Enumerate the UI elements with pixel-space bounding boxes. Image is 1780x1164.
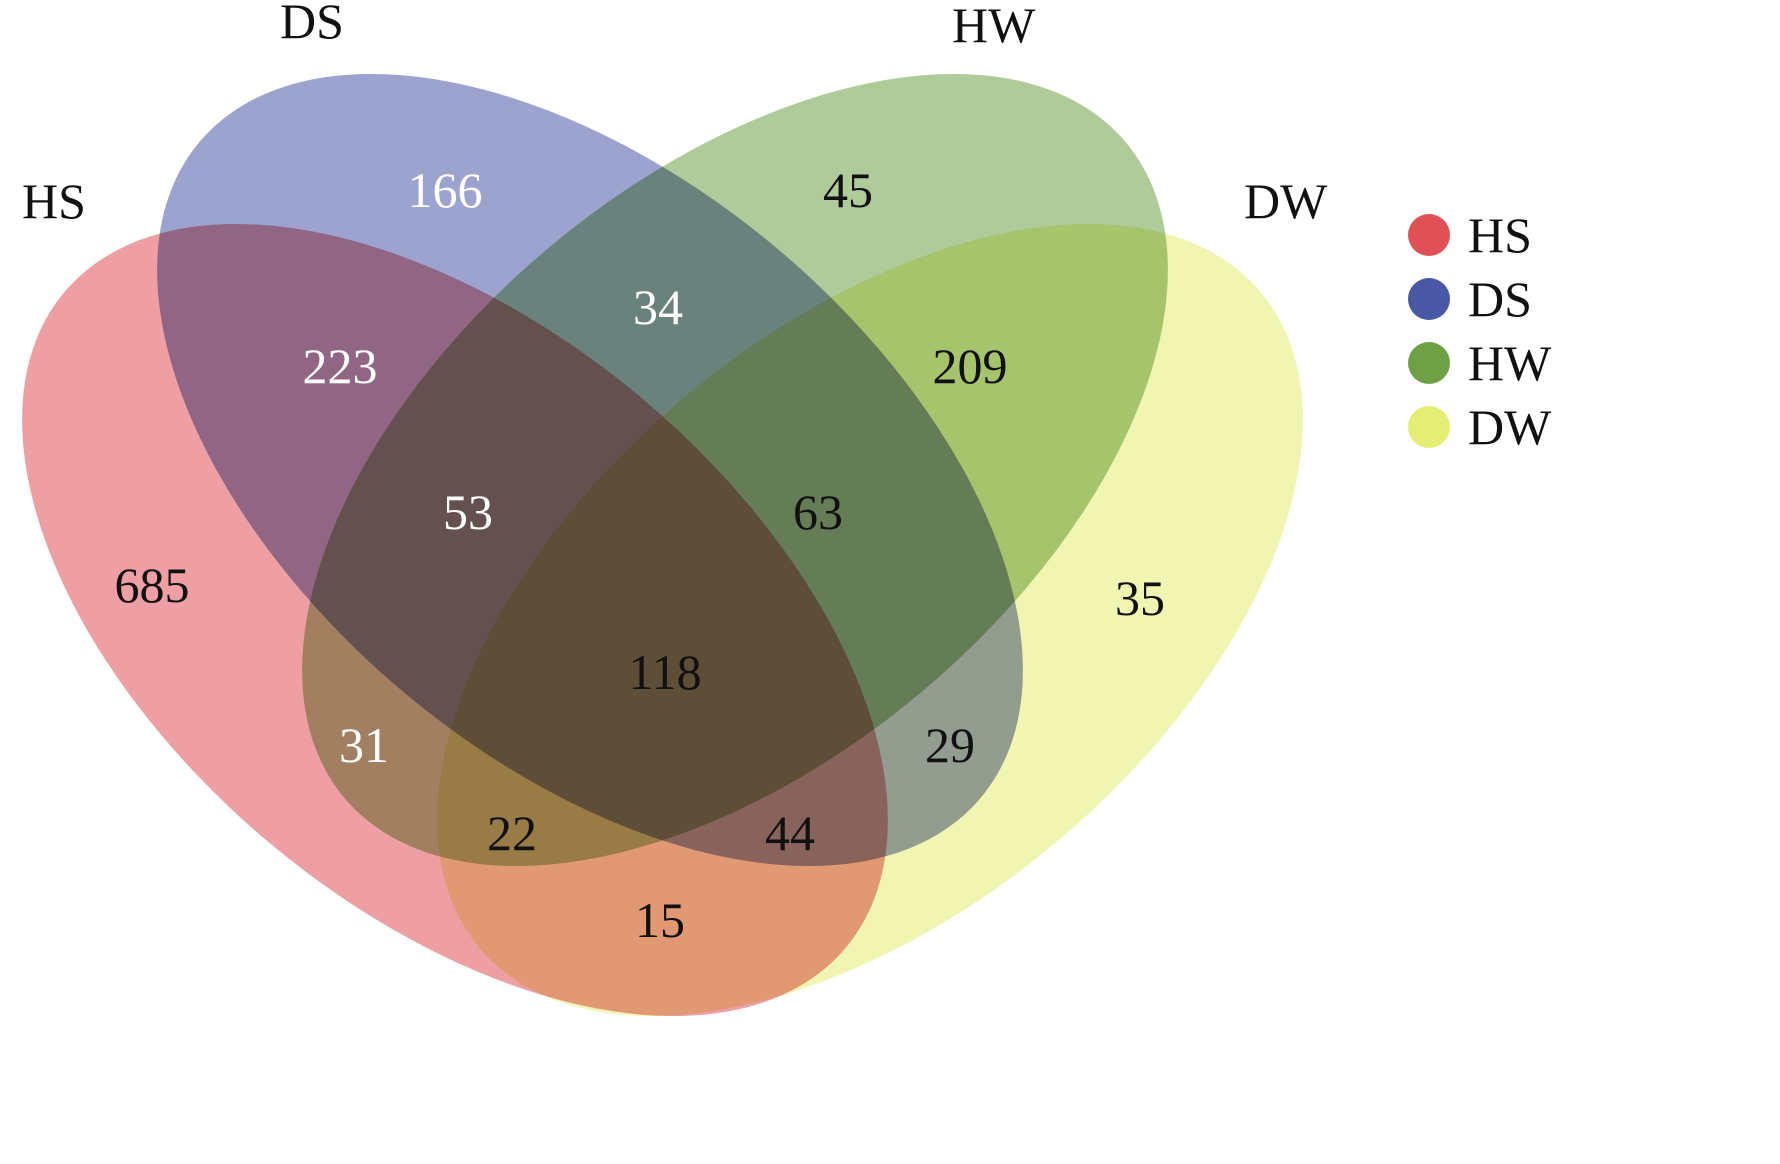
- region-count-dw: 35: [1115, 570, 1165, 626]
- set-label-ds: DS: [280, 0, 344, 49]
- region-count-hs-dw: 15: [635, 892, 685, 948]
- set-label-hw: HW: [952, 0, 1036, 53]
- legend-swatch-ds: [1408, 278, 1450, 320]
- region-counts: 685 166 45 35 223 34 209 31 29 15 53 63 22 44 118: [115, 162, 1166, 948]
- legend-label-dw: DW: [1468, 399, 1552, 455]
- region-count-hs-ds: 223: [303, 338, 378, 394]
- region-count-ds-hw-dw: 63: [793, 484, 843, 540]
- set-label-hs: HS: [22, 173, 86, 229]
- set-label-dw: DW: [1244, 173, 1328, 229]
- set-ellipses: [22, 73, 1303, 1017]
- legend-swatch-hs: [1408, 214, 1450, 256]
- region-count-hs-hw: 31: [339, 717, 389, 773]
- region-count-hs-hw-dw: 22: [487, 805, 537, 861]
- region-count-hs: 685: [115, 557, 190, 613]
- region-count-ds: 166: [408, 162, 483, 218]
- legend-label-hw: HW: [1468, 335, 1552, 391]
- region-count-hs-ds-hw-dw: 118: [628, 644, 701, 700]
- set-labels: HS DS HW DW: [22, 0, 1328, 229]
- legend-label-ds: DS: [1468, 271, 1532, 327]
- region-count-ds-hw: 34: [633, 279, 683, 335]
- legend-swatch-hw: [1408, 342, 1450, 384]
- region-count-hw-dw: 209: [933, 338, 1008, 394]
- legend-label-hs: HS: [1468, 207, 1532, 263]
- venn-diagram: HS DS HW DW 685 166 45 35 223 34 209 31 29 15 53 63 22 4…: [22, 0, 1552, 1017]
- region-count-hs-ds-dw: 44: [765, 805, 815, 861]
- ellipse-dw: [437, 223, 1303, 1017]
- legend: HS DS HW DW: [1408, 207, 1552, 455]
- region-count-hs-ds-hw: 53: [443, 484, 493, 540]
- legend-swatch-dw: [1408, 406, 1450, 448]
- region-count-hw: 45: [823, 162, 873, 218]
- region-count-ds-dw: 29: [925, 717, 975, 773]
